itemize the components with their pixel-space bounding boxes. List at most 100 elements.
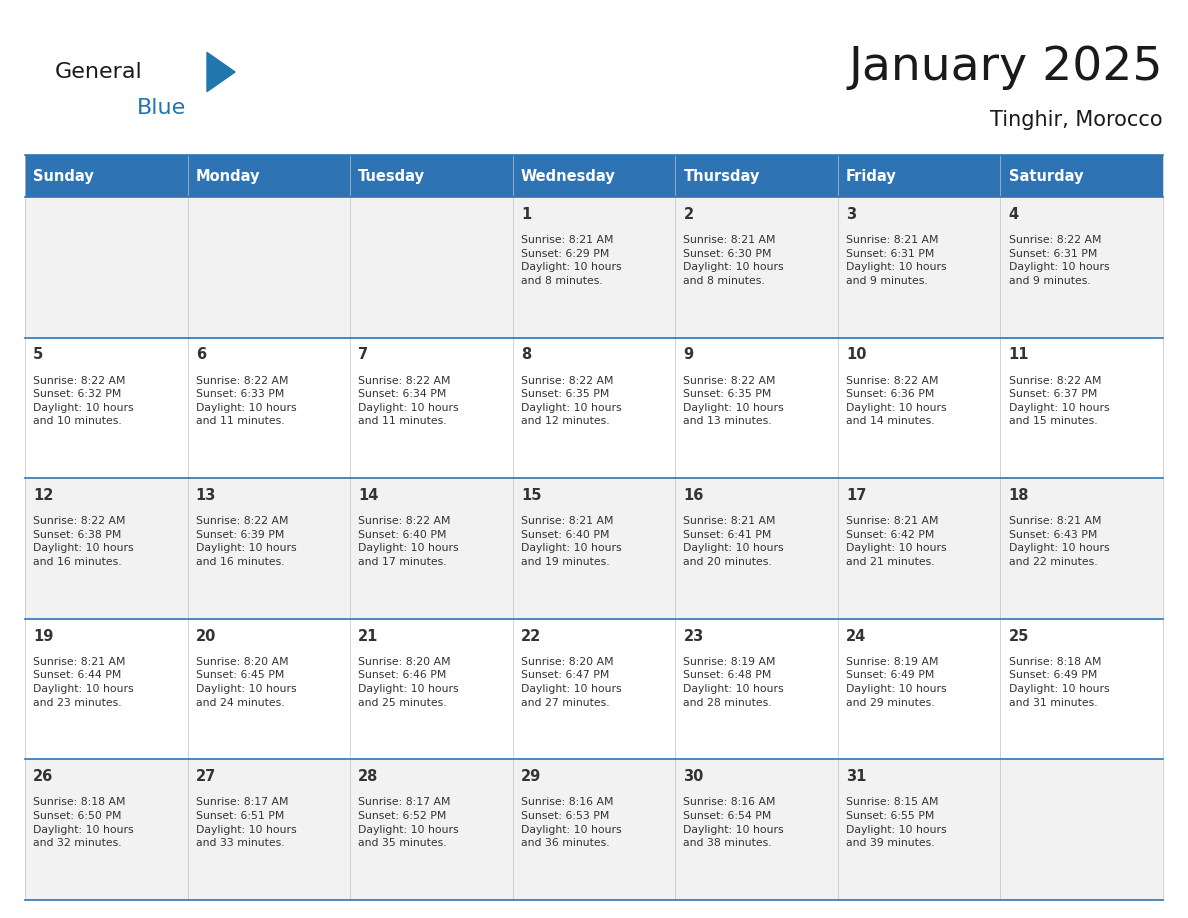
Text: Sunrise: 8:17 AM
Sunset: 6:52 PM
Daylight: 10 hours
and 35 minutes.: Sunrise: 8:17 AM Sunset: 6:52 PM Dayligh… [359, 798, 459, 848]
Polygon shape [207, 52, 235, 92]
Bar [1000, 759, 1163, 900]
Text: 30: 30 [683, 769, 703, 784]
Text: 1: 1 [520, 207, 531, 222]
Bar [25, 197, 188, 338]
Text: Sunrise: 8:19 AM
Sunset: 6:49 PM
Daylight: 10 hours
and 29 minutes.: Sunrise: 8:19 AM Sunset: 6:49 PM Dayligh… [846, 656, 947, 708]
Text: Sunrise: 8:16 AM
Sunset: 6:54 PM
Daylight: 10 hours
and 38 minutes.: Sunrise: 8:16 AM Sunset: 6:54 PM Dayligh… [683, 798, 784, 848]
Text: 12: 12 [33, 488, 53, 503]
Bar [838, 338, 1000, 478]
Bar [350, 478, 513, 619]
Text: 27: 27 [196, 769, 216, 784]
Text: Sunrise: 8:22 AM
Sunset: 6:35 PM
Daylight: 10 hours
and 13 minutes.: Sunrise: 8:22 AM Sunset: 6:35 PM Dayligh… [683, 375, 784, 426]
Text: January 2025: January 2025 [848, 45, 1163, 90]
Text: 25: 25 [1009, 629, 1029, 644]
Text: Sunrise: 8:20 AM
Sunset: 6:45 PM
Daylight: 10 hours
and 24 minutes.: Sunrise: 8:20 AM Sunset: 6:45 PM Dayligh… [196, 656, 296, 708]
Bar [350, 197, 513, 338]
Bar [675, 619, 838, 759]
Bar [1000, 155, 1163, 197]
Bar [25, 619, 188, 759]
Text: Sunrise: 8:20 AM
Sunset: 6:47 PM
Daylight: 10 hours
and 27 minutes.: Sunrise: 8:20 AM Sunset: 6:47 PM Dayligh… [520, 656, 621, 708]
Text: Sunrise: 8:21 AM
Sunset: 6:42 PM
Daylight: 10 hours
and 21 minutes.: Sunrise: 8:21 AM Sunset: 6:42 PM Dayligh… [846, 516, 947, 567]
Bar [25, 759, 188, 900]
Bar [513, 338, 675, 478]
Bar [513, 155, 675, 197]
Text: Monday: Monday [196, 169, 260, 184]
Bar [188, 338, 350, 478]
Text: Sunrise: 8:22 AM
Sunset: 6:35 PM
Daylight: 10 hours
and 12 minutes.: Sunrise: 8:22 AM Sunset: 6:35 PM Dayligh… [520, 375, 621, 426]
Text: Sunday: Sunday [33, 169, 94, 184]
Bar [1000, 478, 1163, 619]
Text: 13: 13 [196, 488, 216, 503]
Text: 18: 18 [1009, 488, 1029, 503]
Bar [350, 759, 513, 900]
Text: Sunrise: 8:18 AM
Sunset: 6:50 PM
Daylight: 10 hours
and 32 minutes.: Sunrise: 8:18 AM Sunset: 6:50 PM Dayligh… [33, 798, 134, 848]
Bar [25, 338, 188, 478]
Bar [1000, 619, 1163, 759]
Bar [513, 478, 675, 619]
Text: Sunrise: 8:22 AM
Sunset: 6:34 PM
Daylight: 10 hours
and 11 minutes.: Sunrise: 8:22 AM Sunset: 6:34 PM Dayligh… [359, 375, 459, 426]
Bar [350, 338, 513, 478]
Text: 24: 24 [846, 629, 866, 644]
Text: Sunrise: 8:22 AM
Sunset: 6:40 PM
Daylight: 10 hours
and 17 minutes.: Sunrise: 8:22 AM Sunset: 6:40 PM Dayligh… [359, 516, 459, 567]
Text: Sunrise: 8:15 AM
Sunset: 6:55 PM
Daylight: 10 hours
and 39 minutes.: Sunrise: 8:15 AM Sunset: 6:55 PM Dayligh… [846, 798, 947, 848]
Text: Thursday: Thursday [683, 169, 760, 184]
Text: 26: 26 [33, 769, 53, 784]
Bar [675, 759, 838, 900]
Text: Tinghir, Morocco: Tinghir, Morocco [991, 110, 1163, 130]
Text: 9: 9 [683, 347, 694, 363]
Text: General: General [55, 62, 143, 82]
Bar [350, 619, 513, 759]
Text: 22: 22 [520, 629, 541, 644]
Bar [25, 155, 188, 197]
Text: Sunrise: 8:16 AM
Sunset: 6:53 PM
Daylight: 10 hours
and 36 minutes.: Sunrise: 8:16 AM Sunset: 6:53 PM Dayligh… [520, 798, 621, 848]
Text: Sunrise: 8:22 AM
Sunset: 6:33 PM
Daylight: 10 hours
and 11 minutes.: Sunrise: 8:22 AM Sunset: 6:33 PM Dayligh… [196, 375, 296, 426]
Bar [188, 478, 350, 619]
Text: 16: 16 [683, 488, 703, 503]
Text: Sunrise: 8:20 AM
Sunset: 6:46 PM
Daylight: 10 hours
and 25 minutes.: Sunrise: 8:20 AM Sunset: 6:46 PM Dayligh… [359, 656, 459, 708]
Text: Sunrise: 8:21 AM
Sunset: 6:29 PM
Daylight: 10 hours
and 8 minutes.: Sunrise: 8:21 AM Sunset: 6:29 PM Dayligh… [520, 235, 621, 285]
Text: Sunrise: 8:22 AM
Sunset: 6:38 PM
Daylight: 10 hours
and 16 minutes.: Sunrise: 8:22 AM Sunset: 6:38 PM Dayligh… [33, 516, 134, 567]
Text: Sunrise: 8:17 AM
Sunset: 6:51 PM
Daylight: 10 hours
and 33 minutes.: Sunrise: 8:17 AM Sunset: 6:51 PM Dayligh… [196, 798, 296, 848]
Text: Sunrise: 8:22 AM
Sunset: 6:36 PM
Daylight: 10 hours
and 14 minutes.: Sunrise: 8:22 AM Sunset: 6:36 PM Dayligh… [846, 375, 947, 426]
Text: Sunrise: 8:18 AM
Sunset: 6:49 PM
Daylight: 10 hours
and 31 minutes.: Sunrise: 8:18 AM Sunset: 6:49 PM Dayligh… [1009, 656, 1110, 708]
Text: 4: 4 [1009, 207, 1018, 222]
Text: Friday: Friday [846, 169, 897, 184]
Bar [675, 478, 838, 619]
Text: Saturday: Saturday [1009, 169, 1083, 184]
Bar [350, 155, 513, 197]
Text: 6: 6 [196, 347, 206, 363]
Text: 11: 11 [1009, 347, 1029, 363]
Text: Blue: Blue [137, 98, 187, 118]
Bar [838, 155, 1000, 197]
Text: Sunrise: 8:21 AM
Sunset: 6:41 PM
Daylight: 10 hours
and 20 minutes.: Sunrise: 8:21 AM Sunset: 6:41 PM Dayligh… [683, 516, 784, 567]
Bar [1000, 338, 1163, 478]
Text: Sunrise: 8:22 AM
Sunset: 6:32 PM
Daylight: 10 hours
and 10 minutes.: Sunrise: 8:22 AM Sunset: 6:32 PM Dayligh… [33, 375, 134, 426]
Text: Sunrise: 8:21 AM
Sunset: 6:30 PM
Daylight: 10 hours
and 8 minutes.: Sunrise: 8:21 AM Sunset: 6:30 PM Dayligh… [683, 235, 784, 285]
Text: 8: 8 [520, 347, 531, 363]
Text: 28: 28 [359, 769, 379, 784]
Text: Sunrise: 8:22 AM
Sunset: 6:37 PM
Daylight: 10 hours
and 15 minutes.: Sunrise: 8:22 AM Sunset: 6:37 PM Dayligh… [1009, 375, 1110, 426]
Bar [675, 197, 838, 338]
Bar [675, 155, 838, 197]
Bar [188, 759, 350, 900]
Text: 31: 31 [846, 769, 866, 784]
Bar [513, 197, 675, 338]
Bar [1000, 197, 1163, 338]
Text: Sunrise: 8:21 AM
Sunset: 6:44 PM
Daylight: 10 hours
and 23 minutes.: Sunrise: 8:21 AM Sunset: 6:44 PM Dayligh… [33, 656, 134, 708]
Text: Sunrise: 8:21 AM
Sunset: 6:31 PM
Daylight: 10 hours
and 9 minutes.: Sunrise: 8:21 AM Sunset: 6:31 PM Dayligh… [846, 235, 947, 285]
Bar [188, 197, 350, 338]
Bar [838, 759, 1000, 900]
Text: 19: 19 [33, 629, 53, 644]
Text: 3: 3 [846, 207, 857, 222]
Bar [25, 478, 188, 619]
Bar [513, 759, 675, 900]
Text: Sunrise: 8:22 AM
Sunset: 6:31 PM
Daylight: 10 hours
and 9 minutes.: Sunrise: 8:22 AM Sunset: 6:31 PM Dayligh… [1009, 235, 1110, 285]
Text: 7: 7 [359, 347, 368, 363]
Text: Sunrise: 8:19 AM
Sunset: 6:48 PM
Daylight: 10 hours
and 28 minutes.: Sunrise: 8:19 AM Sunset: 6:48 PM Dayligh… [683, 656, 784, 708]
Text: 17: 17 [846, 488, 866, 503]
Bar [188, 619, 350, 759]
Bar [188, 155, 350, 197]
Bar [838, 478, 1000, 619]
Bar [513, 619, 675, 759]
Text: 20: 20 [196, 629, 216, 644]
